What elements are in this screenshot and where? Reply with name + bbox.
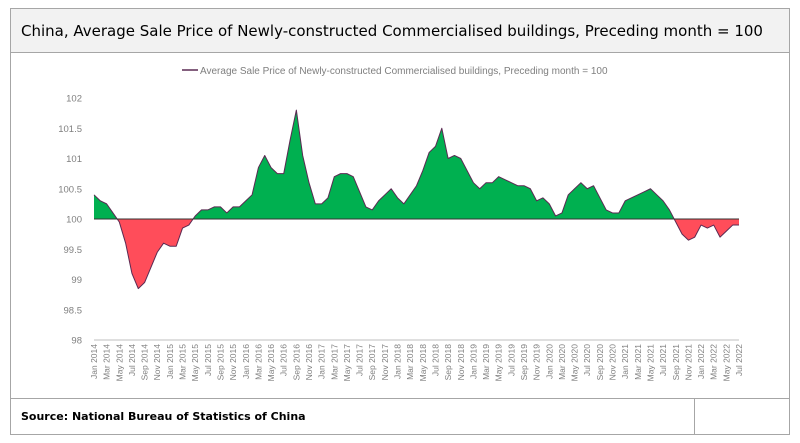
x-tick-label: May 2020 (570, 344, 580, 382)
y-tick-label: 99.5 (64, 245, 83, 256)
x-tick-label: Sep 2016 (291, 344, 301, 381)
area-below-baseline (117, 219, 194, 289)
x-tick-label: Sep 2019 (519, 344, 529, 381)
x-tick-label: Jan 2020 (544, 344, 554, 379)
x-tick-label: Sep 2017 (367, 344, 377, 381)
x-tick-label: Jan 2014 (89, 344, 99, 379)
x-tick-label: Jan 2016 (241, 344, 251, 379)
x-tick-label: May 2014 (114, 344, 124, 382)
chart-area: Average Sale Price of Newly-constructed … (58, 66, 744, 382)
x-tick-label: Mar 2021 (633, 344, 643, 380)
area-above-baseline (193, 110, 675, 219)
source-note: Source: National Bureau of Statistics of… (21, 410, 306, 423)
y-tick-label: 100 (66, 215, 82, 226)
y-tick-label: 101 (66, 154, 82, 165)
x-tick-label: Nov 2016 (304, 344, 314, 381)
y-tick-label: 98.5 (64, 305, 83, 316)
footer-divider (694, 399, 695, 435)
x-tick-label: Sep 2021 (671, 344, 681, 381)
x-tick-label: Jul 2016 (279, 344, 289, 376)
x-tick-label: Jan 2017 (317, 344, 327, 379)
series-line (93, 109, 739, 290)
x-tick-label: Nov 2019 (532, 344, 542, 381)
x-tick-label: Nov 2014 (152, 344, 162, 381)
x-axis: Jan 2014 Mar 2014 May 2014 Jul 2014 Sep 2014… (89, 339, 744, 382)
y-tick-label: 98 (71, 336, 82, 347)
x-tick-label: Mar 2022 (709, 344, 719, 380)
x-tick-label: Sep 2018 (443, 344, 453, 381)
chart-frame: China, Average Sale Price of Newly-const… (10, 8, 790, 435)
x-tick-label: May 2018 (418, 344, 428, 382)
y-tick-label: 102 (66, 94, 82, 105)
y-axis: 98 98.5 99 99.5 100 100.5 101 101.5 102 (58, 94, 82, 347)
x-tick-label: Jul 2015 (203, 344, 213, 376)
x-tick-label: Mar 2015 (178, 344, 188, 380)
x-tick-label: Mar 2020 (557, 344, 567, 380)
x-tick-label: Mar 2019 (481, 344, 491, 380)
x-tick-label: Jul 2017 (355, 344, 365, 376)
plot-areas (93, 109, 739, 290)
x-tick-label: Sep 2014 (140, 344, 150, 381)
x-tick-label: Nov 2018 (456, 344, 466, 381)
title-bar: China, Average Sale Price of Newly-const… (11, 9, 789, 53)
x-tick-label: Jan 2019 (468, 344, 478, 379)
x-tick-label: Jul 2014 (127, 344, 137, 376)
x-tick-label: Mar 2016 (253, 344, 263, 380)
x-tick-label: Jul 2020 (582, 344, 592, 376)
legend-label: Average Sale Price of Newly-constructed … (200, 66, 608, 77)
source-bar: Source: National Bureau of Statistics of… (11, 398, 789, 435)
chart-title: China, Average Sale Price of Newly-const… (21, 22, 763, 40)
x-tick-label: May 2021 (645, 344, 655, 382)
x-tick-label: Nov 2021 (683, 344, 693, 381)
x-tick-label: Mar 2018 (405, 344, 415, 380)
x-tick-label: Nov 2015 (228, 344, 238, 381)
x-tick-label: May 2019 (494, 344, 504, 382)
y-tick-label: 99 (71, 275, 82, 286)
x-tick-label: Jan 2015 (165, 344, 175, 379)
area-below-baseline (674, 219, 739, 241)
x-tick-label: Sep 2020 (595, 344, 605, 381)
x-tick-label: Sep 2015 (215, 344, 225, 381)
x-tick-label: Jul 2021 (658, 344, 668, 376)
x-tick-label: Jul 2018 (430, 344, 440, 376)
x-tick-label: May 2022 (721, 344, 731, 382)
x-tick-label: Mar 2014 (102, 344, 112, 380)
x-tick-label: Jan 2018 (393, 344, 403, 379)
x-tick-label: Jul 2022 (734, 344, 744, 376)
x-tick-label: May 2017 (342, 344, 352, 382)
x-tick-label: May 2016 (266, 344, 276, 382)
x-tick-label: Jul 2019 (506, 344, 516, 376)
x-tick-label: Jan 2021 (620, 344, 630, 379)
x-tick-label: May 2015 (190, 344, 200, 382)
x-tick-label: Mar 2017 (329, 344, 339, 380)
x-tick-label: Nov 2020 (608, 344, 618, 381)
chart-legend: Average Sale Price of Newly-constructed … (182, 66, 608, 77)
y-tick-label: 101.5 (58, 124, 82, 135)
x-tick-label: Jan 2022 (696, 344, 706, 379)
x-tick-label: Nov 2017 (380, 344, 390, 381)
y-tick-label: 100.5 (58, 184, 82, 195)
